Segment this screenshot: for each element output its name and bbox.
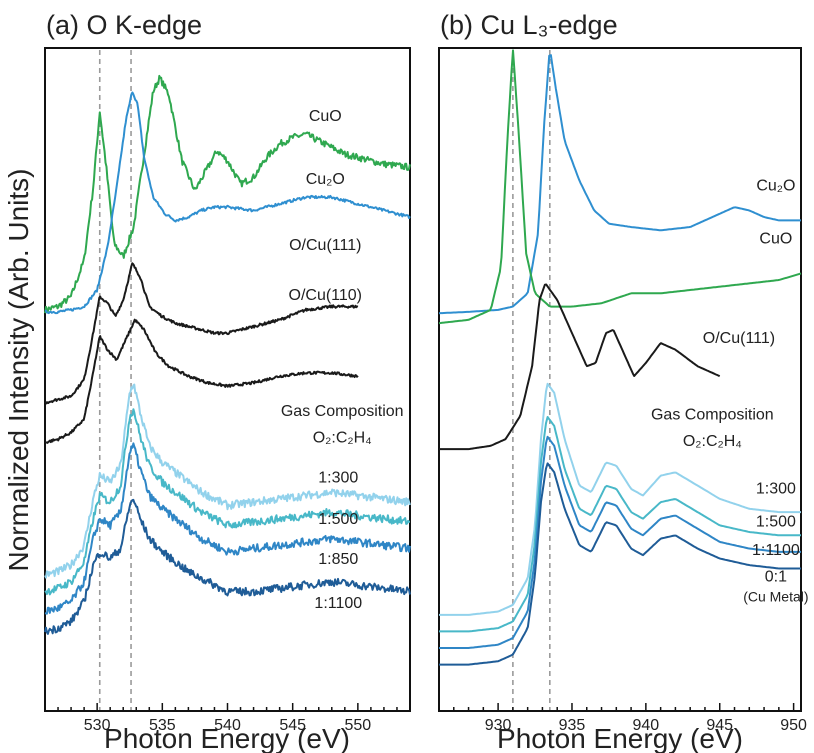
panel-b-reference-lines: [512, 50, 551, 710]
series-line-a-1-1100: [44, 498, 411, 635]
annotation-b-cu-metal: (Cu Metal): [743, 589, 808, 605]
series-label-b-cu-o: Cu₂O: [756, 178, 795, 195]
tick-label-b-940: 940: [633, 717, 660, 734]
annotation-b-gas-composition: Gas Composition: [651, 406, 774, 423]
tick-label-a-550: 550: [345, 717, 372, 734]
panel-b-cu-l3-edge: (b) Cu L₃-edge 930 935 940 945 950 Cu₂O CuO O/…: [438, 10, 809, 753]
series-line-b-0-1: [439, 462, 801, 666]
panel-b-labels: Cu₂O CuO O/Cu(111) 1:300 1:500 1:1100 0:1 Gas C…: [651, 178, 809, 605]
series-label-b-cuo: CuO: [759, 231, 792, 248]
annotation-a-o-c-h: O₂:C₂H₄: [313, 429, 372, 446]
series-label-a-o-cu-111: O/Cu(111): [289, 237, 361, 254]
series-label-a-1-1100: 1:1100: [314, 595, 362, 612]
panel-b-title: (b) Cu L₃-edge: [440, 10, 618, 40]
panel-a-title: (a) O K-edge: [46, 10, 202, 40]
tick-label-b-930: 930: [485, 717, 512, 734]
series-line-a-1-850: [44, 442, 411, 615]
series-line-a-1-300: [44, 383, 411, 579]
series-label-a-1-300: 1:300: [318, 469, 358, 486]
series-label-b-o-cu-111: O/Cu(111): [703, 330, 775, 347]
series-label-a-cuo: CuO: [309, 108, 342, 125]
series-label-b-1-500: 1:500: [756, 514, 796, 531]
series-line-a-o-cu-110: [44, 318, 359, 444]
panel-a-x-ticks: 530 535 540 545 550: [44, 703, 411, 734]
panel-b-x-ticks: 930 935 940 945 950: [438, 703, 807, 734]
series-line-b-cu-o: [438, 54, 801, 315]
panel-b-frame: [438, 47, 802, 712]
series-line-a-o-cu-111: [44, 262, 359, 405]
tick-label-a-540: 540: [214, 717, 241, 734]
panel-a-o-k-edge: (a) O K-edge 530 535 540 545 550 CuO Cu₂O O/Cu…: [44, 10, 411, 753]
series-label-b-0-1: 0:1: [765, 569, 787, 586]
tick-label-b-935: 935: [559, 717, 586, 734]
panel-a-labels: CuO Cu₂O O/Cu(111) O/Cu(110) 1:300 1:500 1:850…: [281, 108, 404, 612]
series-line-a-cu-o: [44, 91, 411, 315]
tick-label-a-535: 535: [149, 717, 176, 734]
annotation-b-o-c-h: O₂:C₂H₄: [683, 433, 742, 450]
series-label-a-cu-o: Cu₂O: [306, 171, 345, 188]
series-line-a-cuo: [44, 74, 411, 314]
panel-a-x-axis-title: Photon Energy (eV): [104, 723, 350, 753]
panel-a-reference-lines: [98, 50, 132, 710]
tick-label-a-530: 530: [84, 717, 111, 734]
series-label-a-o-cu-110: O/Cu(110): [289, 287, 363, 304]
panel-b-x-axis-title: Photon Energy (eV): [497, 723, 743, 753]
series-label-a-1-850: 1:850: [318, 551, 358, 568]
series-line-b-1-1100: [439, 435, 801, 649]
series-line-b-1-500: [439, 416, 801, 633]
series-label-b-1-1100: 1:1100: [752, 542, 800, 559]
tick-label-a-545: 545: [279, 717, 306, 734]
series-line-b-cuo: [438, 49, 802, 325]
annotation-a-gas-composition: Gas Composition: [281, 403, 404, 420]
series-label-b-1-300: 1:300: [756, 481, 796, 498]
series-line-b-1-300: [439, 382, 801, 616]
tick-label-b-950: 950: [780, 717, 807, 734]
panel-b-curves: [438, 49, 802, 666]
y-axis-title: Normalized Intensity (Arb. Units): [3, 168, 34, 571]
series-label-a-1-500: 1:500: [318, 511, 358, 528]
panel-a-curves: [44, 74, 411, 635]
series-line-b-o-cu-111: [439, 283, 721, 451]
tick-label-b-945: 945: [706, 717, 733, 734]
series-line-a-1-500: [44, 408, 410, 596]
